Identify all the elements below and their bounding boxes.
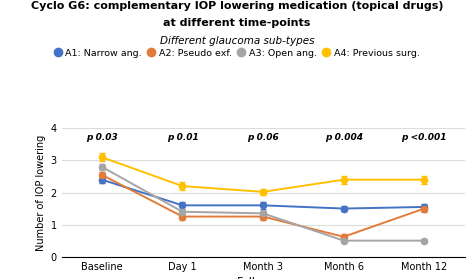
Text: p 0.01: p 0.01 (167, 133, 198, 142)
Legend: A1: Narrow ang., A2: Pseudo exf., A3: Open ang., A4: Previous surg.: A1: Narrow ang., A2: Pseudo exf., A3: Op… (54, 49, 420, 57)
Text: Cyclo G6: complementary IOP lowering medication (topical drugs): Cyclo G6: complementary IOP lowering med… (31, 1, 443, 11)
Y-axis label: Number of IOP lowering: Number of IOP lowering (36, 134, 46, 251)
Text: Different glaucoma sub-types: Different glaucoma sub-types (160, 36, 314, 46)
Text: p 0.004: p 0.004 (325, 133, 363, 142)
Text: p 0.06: p 0.06 (247, 133, 279, 142)
Text: p 0.03: p 0.03 (86, 133, 118, 142)
Text: at different time-points: at different time-points (164, 18, 310, 28)
Text: p <0.001: p <0.001 (401, 133, 447, 142)
X-axis label: Follow-up: Follow-up (237, 277, 290, 279)
